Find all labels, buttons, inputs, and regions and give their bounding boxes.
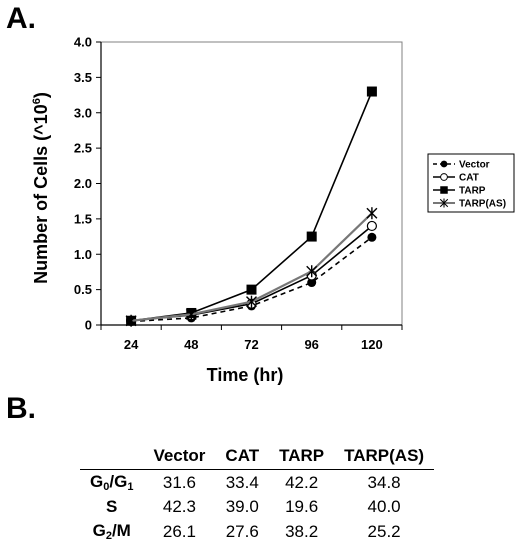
- data-point: [125, 314, 137, 327]
- plot-area-border: [100, 41, 403, 326]
- legend-entry: CAT: [433, 173, 479, 184]
- data-point: [367, 232, 377, 242]
- table-cell: 19.6: [285, 497, 319, 516]
- legend-label: TARP(AS): [459, 199, 506, 210]
- table-cell: 25.2: [367, 521, 401, 541]
- y-tick-label: 2.5: [74, 141, 92, 156]
- row-label-g0g1: G0/G1: [90, 472, 134, 493]
- legend-marker: [439, 198, 449, 208]
- legend-label: TARP: [459, 186, 486, 197]
- data-point: [306, 231, 317, 242]
- legend-marker-shape: [439, 198, 449, 208]
- col-header: TARP(AS): [334, 444, 435, 470]
- table-cell: 42.2: [285, 472, 319, 492]
- table-cell: 26.1: [162, 521, 196, 541]
- series-tarp: [126, 86, 377, 326]
- x-axis-ticks: 24 48 72 96 120: [100, 325, 403, 352]
- data-point: [307, 278, 317, 288]
- legend: Vector CAT TARP TARP(AS): [427, 153, 515, 213]
- data-point: [366, 86, 377, 97]
- legend-entry: Vector: [433, 160, 490, 171]
- col-header: Vector: [143, 444, 216, 470]
- table-cell: 42.3: [162, 497, 196, 516]
- table-cell: 38.2: [285, 521, 319, 541]
- y-axis-ticks: 0 0.5 1.0 1.5 2.0 2.5 3.0 3.5 4.0: [74, 35, 101, 333]
- legend-label: Vector: [459, 160, 490, 171]
- legend-marker: [440, 186, 448, 194]
- data-point: [185, 308, 197, 321]
- legend-label: CAT: [459, 173, 479, 184]
- y-tick-label: 3.0: [74, 105, 92, 120]
- col-header: TARP: [269, 444, 335, 470]
- table-cell: 33.4: [225, 472, 259, 492]
- legend-marker-shape: [440, 160, 448, 168]
- table-header-row: Vector CAT TARP TARP(AS): [80, 444, 435, 470]
- y-tick-label: 0.5: [74, 282, 92, 297]
- y-axis-title: Number of Cells (^106): [31, 92, 51, 284]
- series-layer: [125, 86, 378, 327]
- y-tick-label: 3.5: [74, 70, 92, 85]
- legend-marker: [440, 173, 448, 181]
- legend-entry: TARP(AS): [433, 198, 506, 210]
- x-tick-label: 120: [361, 337, 383, 352]
- data-point: [306, 265, 318, 278]
- legend-marker-shape: [440, 186, 448, 194]
- table-cell: 40.0: [367, 497, 401, 516]
- x-tick-label: 48: [184, 337, 198, 352]
- y-tick-label: 1.0: [74, 247, 92, 262]
- x-tick-label: 72: [244, 337, 258, 352]
- panel-a-label: A.: [6, 2, 36, 35]
- y-tick-label: 2.0: [74, 176, 92, 191]
- growth-chart: 0 0.5 1.0 1.5 2.0 2.5 3.0 3.5 4.0 24 48 72 96 120 Ve…: [31, 35, 515, 385]
- table-cell: 31.6: [162, 472, 196, 492]
- series-vector: [126, 232, 377, 326]
- x-axis-title: Time (hr): [207, 365, 284, 385]
- table-cell: 39.0: [225, 497, 259, 516]
- table-cell: 27.6: [225, 521, 259, 541]
- table-row: G0/G1 31.6 33.4 42.2 34.8: [80, 470, 434, 496]
- data-point: [366, 220, 377, 232]
- x-tick-label: 96: [304, 337, 318, 352]
- legend-marker: [440, 160, 448, 168]
- plot-frame: [100, 41, 403, 326]
- panel-b-label: B.: [6, 392, 36, 425]
- cell-cycle-table: Vector CAT TARP TARP(AS) G0/G1 31.6 33.4…: [80, 444, 435, 544]
- table-cell: 34.8: [367, 472, 401, 492]
- row-label-g2m: G2/M: [92, 521, 131, 542]
- table-corner: [80, 444, 144, 470]
- table-row: G2/M 26.1 27.6 38.2 25.2: [80, 519, 434, 544]
- x-tick-label: 24: [124, 337, 139, 352]
- series-tarp-as-: [125, 207, 378, 327]
- table-row: S 42.3 39.0 19.6 40.0: [80, 495, 434, 519]
- row-label-s: S: [106, 497, 118, 516]
- y-tick-label: 4.0: [74, 35, 92, 50]
- y-tick-label: 1.5: [74, 211, 92, 226]
- col-header: CAT: [215, 444, 270, 470]
- legend-marker-shape: [440, 173, 448, 181]
- data-point: [246, 295, 257, 308]
- data-point: [246, 284, 257, 295]
- y-tick-label: 0: [85, 318, 92, 333]
- data-point: [366, 207, 378, 220]
- legend-entry: TARP: [433, 186, 486, 197]
